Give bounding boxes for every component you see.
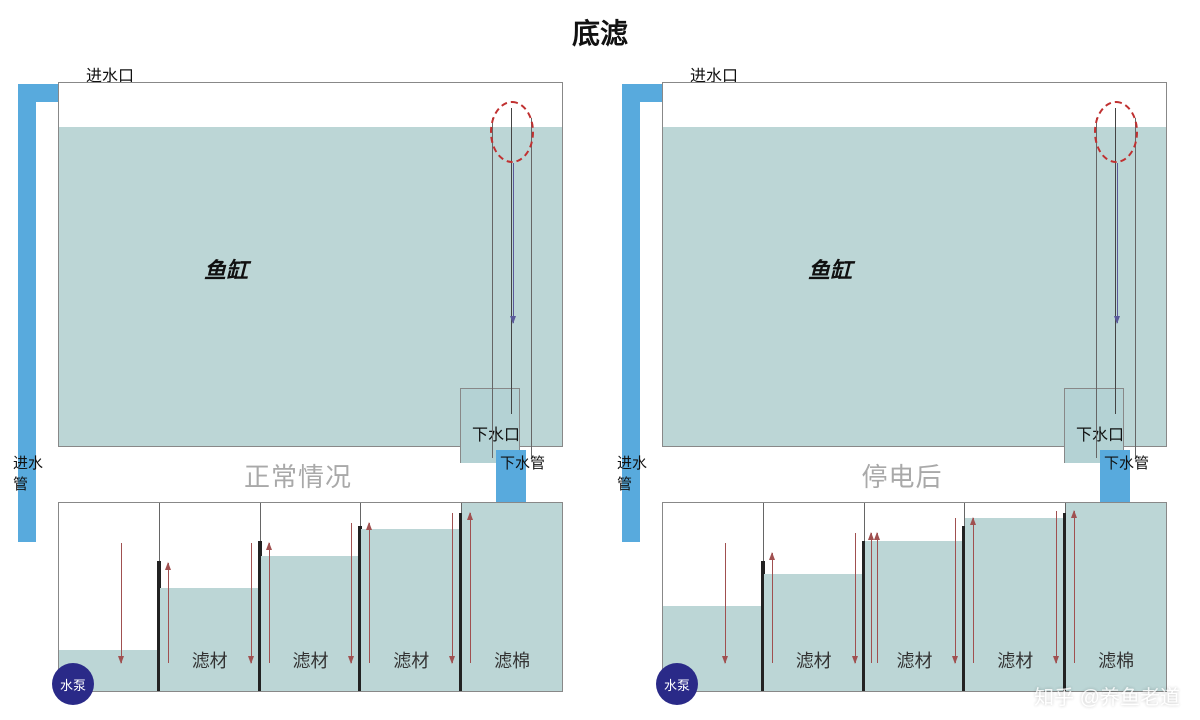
flow-arrow xyxy=(772,553,773,663)
sump-tank: 滤材 滤材 滤材 滤棉 xyxy=(662,502,1167,692)
state-label: 停电后 xyxy=(622,457,1182,494)
chamber-label: 滤材 xyxy=(865,647,965,673)
flow-arrow xyxy=(470,513,471,663)
flow-arrow xyxy=(369,523,370,663)
sump-tank: 滤材 滤材 滤材 滤棉 xyxy=(58,502,563,692)
chamber-label: 滤棉 xyxy=(1066,647,1166,673)
chamber-4: 滤棉 xyxy=(462,503,562,691)
flow-arrow xyxy=(452,513,453,663)
flow-arrow xyxy=(1074,511,1075,663)
outlet-pipe-label: 下水管 xyxy=(1104,452,1154,473)
flow-arrow xyxy=(877,533,878,663)
chamber-3: 滤材 xyxy=(361,503,462,691)
tank-label: 鱼缸 xyxy=(204,253,248,285)
flow-arrow-down xyxy=(513,163,514,323)
fish-tank: 鱼缸 下水口 xyxy=(662,82,1167,447)
chamber-4: 滤棉 xyxy=(1066,503,1166,691)
flow-arrow xyxy=(269,543,270,663)
diagram-panels: 进水口 进水管 鱼缸 下水口 正常情况 下水管 xyxy=(0,62,1200,702)
watermark: 知乎 @养鱼老道 xyxy=(1034,681,1180,710)
state-label: 正常情况 xyxy=(18,457,578,494)
flow-arrow xyxy=(725,543,726,663)
main-title: 底滤 xyxy=(0,0,1200,52)
flow-arrow xyxy=(855,533,856,663)
highlight-circle xyxy=(490,101,534,163)
flow-arrow xyxy=(973,518,974,663)
chamber-2: 滤材 xyxy=(261,503,362,691)
panel-poweroff: 进水口 进水管 鱼缸 下水口 停电后 下水管 xyxy=(622,62,1182,702)
flow-arrow xyxy=(955,518,956,663)
flow-arrow xyxy=(1056,511,1057,663)
pump-icon: 水泵 xyxy=(52,663,94,705)
highlight-circle xyxy=(1094,101,1138,163)
flow-arrow xyxy=(168,563,169,663)
panel-normal: 进水口 进水管 鱼缸 下水口 正常情况 下水管 xyxy=(18,62,578,702)
chamber-3: 滤材 xyxy=(965,503,1066,691)
flow-arrow xyxy=(251,543,252,663)
fish-tank: 鱼缸 下水口 xyxy=(58,82,563,447)
chamber-water xyxy=(764,574,864,691)
tank-label: 鱼缸 xyxy=(808,253,852,285)
chamber-label: 滤材 xyxy=(261,647,361,673)
chamber-2: 滤材 xyxy=(865,503,966,691)
flow-arrow-down xyxy=(1117,163,1118,323)
chamber-label: 滤材 xyxy=(361,647,461,673)
flow-arrow xyxy=(871,533,872,663)
outlet-pipe-label: 下水管 xyxy=(500,452,550,473)
flow-arrow xyxy=(121,543,122,663)
chamber-water xyxy=(160,588,260,691)
pump-icon: 水泵 xyxy=(656,663,698,705)
overflow-column xyxy=(492,118,532,458)
chamber-label: 滤材 xyxy=(764,647,864,673)
chamber-label: 滤棉 xyxy=(462,647,562,673)
chamber-label: 滤材 xyxy=(965,647,1065,673)
chamber-1: 滤材 xyxy=(160,503,261,691)
chamber-1: 滤材 xyxy=(764,503,865,691)
overflow-column xyxy=(1096,118,1136,458)
chamber-label: 滤材 xyxy=(160,647,260,673)
flow-arrow xyxy=(351,523,352,663)
